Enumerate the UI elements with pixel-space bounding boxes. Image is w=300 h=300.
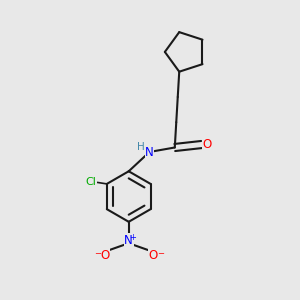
- Text: N: N: [145, 146, 154, 159]
- Text: O: O: [100, 249, 110, 262]
- Text: N: N: [124, 234, 133, 247]
- Text: O: O: [202, 138, 212, 151]
- Text: H: H: [137, 142, 145, 152]
- Text: O: O: [149, 249, 158, 262]
- Text: −: −: [94, 249, 102, 258]
- Text: −: −: [157, 249, 164, 258]
- Text: +: +: [129, 233, 136, 242]
- Text: Cl: Cl: [85, 177, 96, 188]
